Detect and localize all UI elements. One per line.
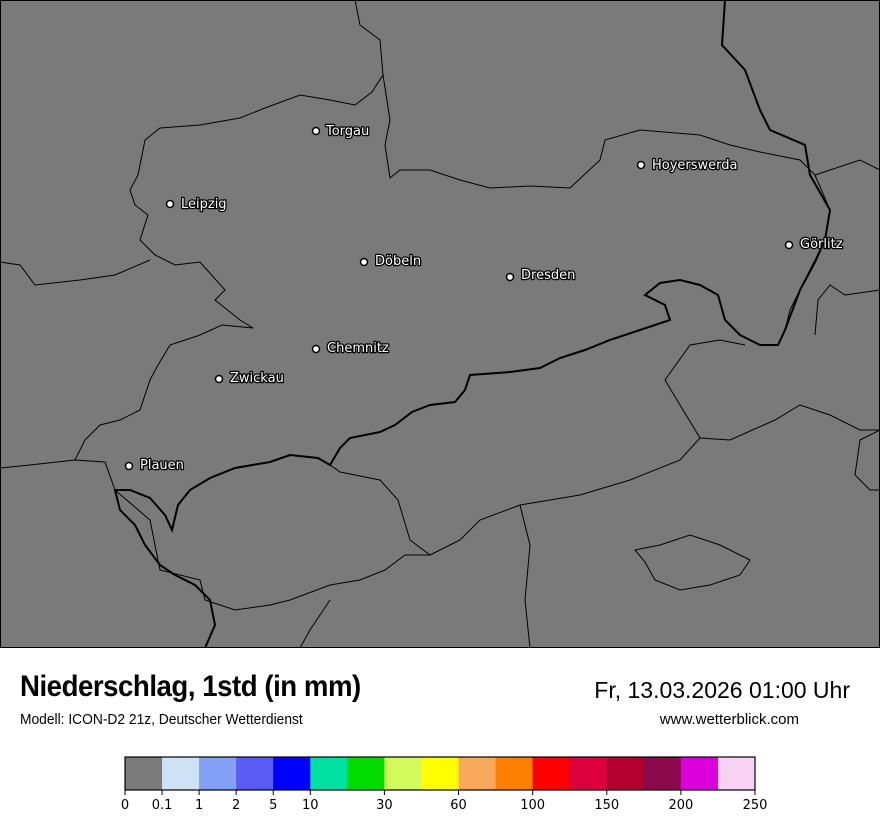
city-label: Leipzig bbox=[181, 197, 227, 212]
city-doebeln: Döbeln bbox=[359, 253, 422, 270]
city-label: Döbeln bbox=[375, 254, 421, 269]
map-title: Niederschlag, 1std (in mm) bbox=[20, 670, 361, 703]
legend-frame bbox=[124, 756, 756, 791]
legend-swatch bbox=[569, 757, 608, 790]
legend-tick-label: 0 bbox=[121, 798, 129, 813]
city-leipzig: Leipzig bbox=[165, 196, 228, 213]
city-label: Torgau bbox=[325, 124, 369, 139]
legend-tick-label: 2 bbox=[232, 798, 240, 813]
legend-swatch bbox=[162, 757, 200, 790]
legend-swatch bbox=[384, 757, 422, 790]
website-link: www.wetterblick.com bbox=[659, 711, 799, 728]
legend-tick-label: 10 bbox=[302, 798, 319, 813]
legend-tick-label: 100 bbox=[520, 798, 545, 813]
legend-tick-label: 60 bbox=[450, 798, 467, 813]
legend-swatch bbox=[680, 757, 719, 790]
city-zwickau: Zwickau bbox=[214, 370, 285, 387]
legend-tick-label: 250 bbox=[743, 798, 768, 813]
city-label: Plauen bbox=[140, 458, 184, 473]
model-source: Modell: ICON-D2 21z, Deutscher Wetterdie… bbox=[20, 711, 303, 728]
city-markers: Torgau Hoyerswerda Leipzig Görlitz Döbel… bbox=[124, 123, 844, 474]
legend-swatch bbox=[125, 757, 163, 790]
legend-swatch bbox=[310, 757, 348, 790]
legend-swatch bbox=[236, 757, 274, 790]
legend-tick-label: 0.1 bbox=[152, 798, 173, 813]
legend-swatch bbox=[199, 757, 237, 790]
legend-tick-label: 30 bbox=[376, 798, 393, 813]
legend-swatch bbox=[606, 757, 645, 790]
color-scale-legend: 0 0.1 1 2 5 10 30 60 100 150 200 250 bbox=[121, 756, 768, 813]
city-plauen: Plauen bbox=[124, 457, 185, 474]
city-label: Görlitz bbox=[800, 237, 843, 252]
city-label: Hoyerswerda bbox=[652, 158, 738, 173]
legend-swatch bbox=[273, 757, 311, 790]
city-goerlitz: Görlitz bbox=[784, 236, 844, 253]
legend-tick-label: 5 bbox=[269, 798, 277, 813]
legend-tick-label: 150 bbox=[594, 798, 619, 813]
legend-swatch bbox=[495, 757, 534, 790]
city-dresden: Dresden bbox=[505, 267, 577, 284]
legend-swatch bbox=[717, 757, 756, 790]
city-label: Dresden bbox=[521, 268, 575, 283]
map-background bbox=[0, 0, 880, 648]
valid-datetime: Fr, 13.03.2026 01:00 Uhr bbox=[594, 677, 850, 703]
legend-tick-label: 200 bbox=[668, 798, 693, 813]
city-hoyerswerda: Hoyerswerda bbox=[636, 157, 739, 174]
legend-swatch bbox=[643, 757, 682, 790]
city-label: Chemnitz bbox=[327, 341, 389, 356]
precipitation-map: Torgau Hoyerswerda Leipzig Görlitz Döbel… bbox=[0, 0, 880, 648]
legend-swatch bbox=[458, 757, 497, 790]
legend-tick-label: 1 bbox=[195, 798, 203, 813]
legend-swatch bbox=[421, 757, 460, 790]
legend-swatch bbox=[532, 757, 571, 790]
country-borders bbox=[113, 0, 832, 648]
legend-swatch bbox=[347, 757, 385, 790]
city-label: Zwickau bbox=[230, 371, 284, 386]
city-chemnitz: Chemnitz bbox=[311, 340, 390, 357]
city-torgau: Torgau bbox=[311, 123, 371, 140]
